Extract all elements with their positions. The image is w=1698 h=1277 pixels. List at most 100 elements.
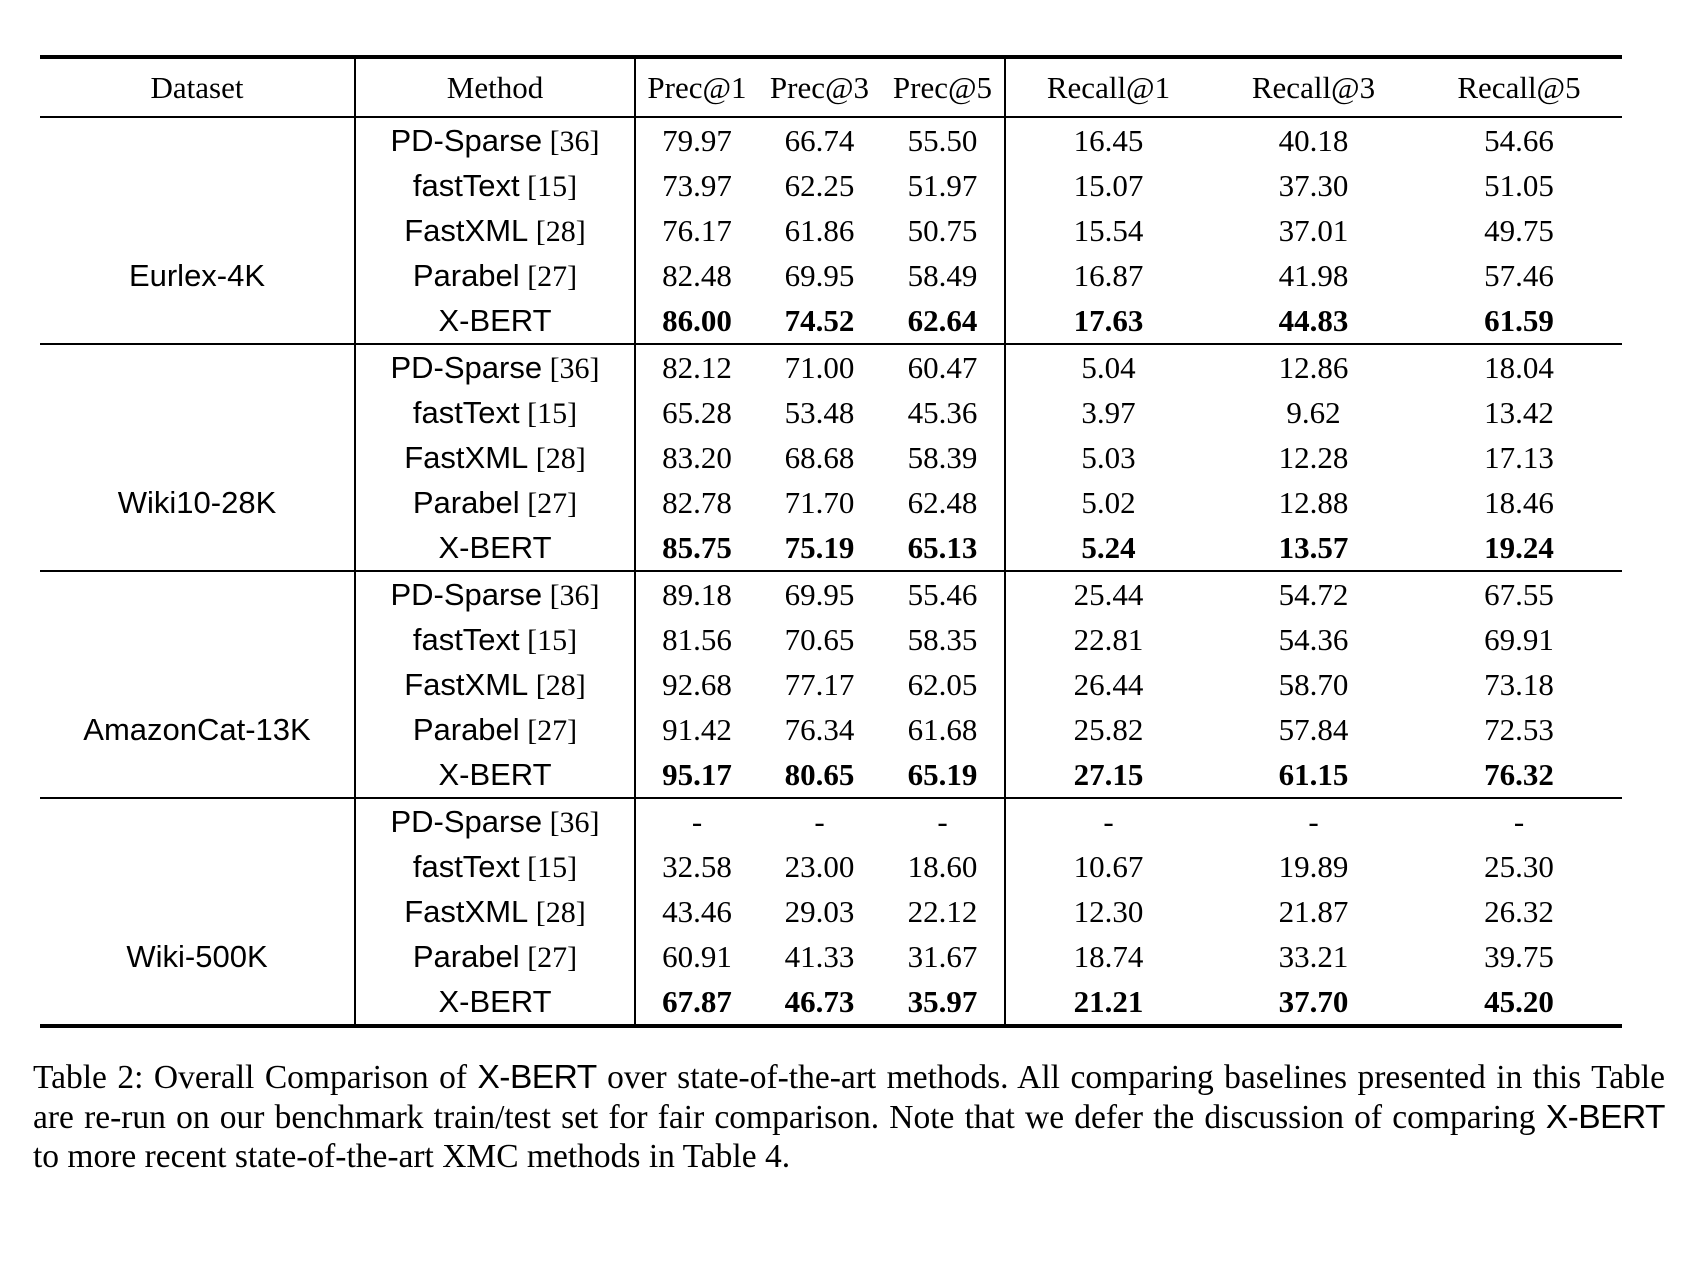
header-row: Dataset Method Prec@1 Prec@3 Prec@5 Recall@1 R… (40, 57, 1622, 117)
method-cell: fastText [15] (354, 390, 636, 435)
metric-value: 26.32 (1484, 893, 1554, 929)
metric-value: 82.12 (662, 349, 732, 385)
method-name: PD-Sparse (390, 803, 543, 839)
method-name: FastXML (404, 212, 529, 248)
dataset-spacer (40, 571, 355, 617)
metric-value: 82.78 (662, 484, 732, 520)
metric-value: 41.98 (1278, 257, 1349, 293)
method-cell: fastText [15] (354, 617, 636, 662)
metric-value: 31.67 (907, 938, 978, 974)
metric-value: 58.35 (907, 621, 978, 657)
metric-value: 58.39 (907, 439, 978, 475)
section-wiki10-28k: PD-Sparse [36] 82.12 71.00 60.47 5.04 12.86 18… (40, 344, 1622, 571)
metric-value: 18.60 (907, 848, 978, 884)
method-name: fastText (412, 167, 520, 203)
table-row: PD-Sparse [36] - - - - - - (40, 798, 1622, 844)
metric-value: 61.68 (907, 711, 978, 747)
metric-value: 53.48 (784, 394, 855, 430)
citation-ref: [27] (519, 259, 578, 293)
table-caption: Table 2: Overall Comparison of X-BERT ov… (33, 1058, 1666, 1177)
metric-value: 62.05 (907, 666, 978, 702)
table-row: fastText [15] 73.97 62.25 51.97 15.07 37.30 51… (40, 163, 1622, 208)
citation-ref: [27] (519, 940, 578, 974)
metric-value: 50.75 (907, 212, 978, 248)
citation-ref: [36] (542, 805, 600, 839)
citation-ref: [36] (542, 351, 600, 385)
section-eurlex-4k: PD-Sparse [36] 79.97 66.74 55.50 16.45 40.18 5… (40, 117, 1622, 344)
metric-value: 26.44 (1004, 662, 1211, 707)
metric-value: 10.67 (1004, 844, 1211, 889)
method-cell: Parabel [27] (354, 934, 636, 979)
method-cell: fastText [15] (354, 844, 636, 889)
dataset-spacer (40, 662, 355, 707)
metric-value: 25.44 (1004, 571, 1211, 617)
method-cell: Parabel [27] (354, 253, 636, 298)
metric-value: 95.17 (662, 756, 732, 792)
metric-value: 81.56 (662, 621, 732, 657)
metric-value: 62.25 (784, 167, 855, 203)
method-name: FastXML (404, 666, 529, 702)
method-name: FastXML (404, 893, 529, 929)
metric-value: 3.97 (1004, 390, 1211, 435)
method-cell: Parabel [27] (354, 480, 636, 525)
citation-ref: [36] (542, 578, 600, 612)
metric-value: - (814, 803, 825, 839)
method-cell: FastXML [28] (354, 435, 636, 480)
method-name: fastText (412, 394, 520, 430)
metric-value: 39.75 (1484, 938, 1554, 974)
column-header-recall-1: Recall@1 (1004, 57, 1211, 117)
metric-value: 80.65 (784, 756, 855, 792)
metric-value: 12.86 (1278, 349, 1349, 385)
column-header-method: Method (354, 57, 636, 117)
metric-value: 12.88 (1278, 484, 1349, 520)
metric-value: 75.19 (784, 529, 855, 565)
section-wiki-500k: PD-Sparse [36] - - - - - - fastText [15] 32.58 23… (40, 798, 1622, 1026)
results-table: Dataset Method Prec@1 Prec@3 Prec@5 Recall@1 R… (40, 55, 1622, 1028)
metric-value: - (691, 803, 703, 839)
citation-ref: [15] (519, 396, 578, 430)
dataset-spacer (40, 435, 355, 480)
metric-value: 65.19 (907, 756, 978, 792)
metric-value: 46.73 (784, 983, 855, 1019)
method-cell: PD-Sparse [36] (354, 344, 636, 390)
metric-value: 32.58 (662, 848, 732, 884)
metric-value: 45.36 (907, 394, 978, 430)
method-cell: X-BERT (354, 298, 636, 344)
metric-value: 25.30 (1484, 848, 1554, 884)
metric-value: 9.62 (1286, 394, 1341, 430)
metric-value: 37.30 (1278, 167, 1349, 203)
metric-value: 61.59 (1484, 302, 1554, 338)
caption-text: Table 2: Overall Comparison of (33, 1059, 478, 1096)
method-cell: X-BERT (354, 525, 636, 571)
dataset-label: Wiki-500K (126, 938, 268, 974)
metric-value: 13.57 (1278, 529, 1349, 565)
metric-value: 69.95 (784, 576, 855, 612)
method-name: fastText (412, 848, 520, 884)
method-cell: PD-Sparse [36] (354, 571, 636, 617)
metric-value: - (1513, 803, 1525, 839)
column-header-recall-5: Recall@5 (1457, 69, 1581, 105)
metric-value: 69.95 (784, 257, 855, 293)
column-header-recall-3: Recall@3 (1251, 69, 1376, 105)
metric-value: 19.89 (1278, 848, 1349, 884)
metric-value: 76.17 (662, 212, 732, 248)
metric-value: 69.91 (1484, 621, 1554, 657)
metric-value: 12.30 (1004, 889, 1211, 934)
table-row: fastText [15] 32.58 23.00 18.60 10.67 19.89 25… (40, 844, 1622, 889)
metric-value: 60.91 (662, 938, 732, 974)
metric-value: 18.74 (1004, 934, 1211, 979)
metric-value: 55.46 (907, 576, 978, 612)
metric-value: 89.18 (662, 576, 732, 612)
metric-value: 15.54 (1004, 208, 1211, 253)
dataset-spacer (40, 752, 355, 798)
method-name: PD-Sparse (390, 576, 543, 612)
metric-value: 91.42 (662, 711, 732, 747)
method-name: X-BERT (438, 983, 552, 1019)
table-row: fastText [15] 81.56 70.65 58.35 22.81 54.36 69… (40, 617, 1622, 662)
method-name: Parabel (412, 938, 520, 974)
method-cell: X-BERT (354, 752, 636, 798)
method-cell: Parabel [27] (354, 707, 636, 752)
metric-value: 68.68 (784, 439, 855, 475)
method-cell: FastXML [28] (354, 662, 636, 707)
table-row: X-BERT 67.87 46.73 35.97 21.21 37.70 45.20 (40, 979, 1622, 1026)
